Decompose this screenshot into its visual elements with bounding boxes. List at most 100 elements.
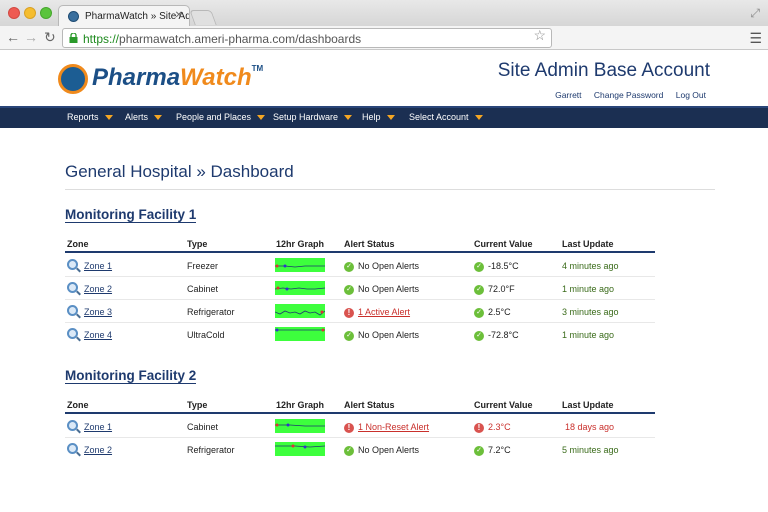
magnifier-icon[interactable] — [67, 259, 78, 270]
column-header-zone: Zone — [67, 239, 89, 249]
reload-icon[interactable]: ↻ — [44, 29, 56, 45]
fullscreen-icon[interactable]: ⤢ — [750, 6, 760, 20]
close-window-button[interactable] — [8, 7, 20, 19]
last-update: 5 minutes ago — [562, 445, 619, 455]
nav-help[interactable]: Help — [362, 112, 395, 122]
nav-select-account[interactable]: Select Account — [409, 112, 483, 122]
column-header-alert-status: Alert Status — [344, 239, 395, 249]
new-tab-button[interactable] — [189, 10, 217, 25]
caret-down-icon — [104, 115, 113, 121]
logo-wordmark: PharmaWatchTM — [92, 64, 264, 91]
zone-link[interactable]: Zone 1 — [84, 422, 113, 432]
column-header-current-value: Current Value — [474, 400, 533, 410]
zone-type: Refrigerator — [187, 445, 235, 455]
column-header-last-update: Last Update — [562, 239, 614, 249]
zone-link[interactable]: Zone 2 — [84, 284, 113, 294]
last-update: 1 minute ago — [562, 330, 615, 340]
alert-status: ✓ No Open Alerts — [344, 330, 419, 341]
logo-emblem-icon — [58, 64, 88, 94]
zone-link[interactable]: Zone 2 — [84, 445, 113, 455]
alert-icon: ! — [344, 422, 354, 433]
caret-down-icon — [386, 115, 395, 121]
current-value: ✓ 2.5°C — [474, 307, 511, 318]
alert-status: ✓ No Open Alerts — [344, 284, 419, 295]
column-header-graph: 12hr Graph — [276, 400, 325, 410]
column-header-alert-status: Alert Status — [344, 400, 395, 410]
alert-icon: ! — [474, 422, 484, 433]
magnifier-icon[interactable] — [67, 328, 78, 339]
caret-down-icon — [257, 115, 266, 121]
address-bar[interactable]: https://pharmawatch.ameri-pharma.com/das… — [62, 28, 552, 48]
last-update: 4 minutes ago — [562, 261, 619, 271]
check-circle-icon: ✓ — [474, 284, 484, 295]
zoom-window-button[interactable] — [40, 7, 52, 19]
log-out-link[interactable]: Log Out — [675, 90, 706, 100]
12hr-graph[interactable] — [275, 419, 325, 433]
globe-icon — [68, 11, 79, 22]
caret-down-icon — [344, 115, 353, 121]
account-links: Garrett Change Password Log Out — [545, 90, 706, 100]
column-header-type: Type — [187, 400, 208, 410]
row-divider — [65, 276, 655, 277]
hamburger-menu-icon[interactable]: ☰ — [749, 30, 762, 46]
zone-link[interactable]: Zone 3 — [84, 307, 113, 317]
alert-status: ! 1 Active Alert — [344, 307, 410, 318]
url-path: pharmawatch.ameri-pharma.com/dashboards — [119, 32, 362, 46]
caret-down-icon — [154, 115, 163, 121]
12hr-graph[interactable] — [275, 304, 325, 318]
magnifier-icon[interactable] — [67, 443, 78, 454]
minimize-window-button[interactable] — [24, 7, 36, 19]
check-circle-icon: ✓ — [474, 261, 484, 272]
check-circle-icon: ✓ — [474, 330, 484, 341]
last-update: 18 days ago — [565, 422, 615, 432]
12hr-graph[interactable] — [275, 327, 325, 341]
12hr-graph[interactable] — [275, 281, 325, 295]
current-value: ✓ 72.0°F — [474, 284, 515, 295]
forward-arrow-icon[interactable]: → — [24, 29, 38, 45]
12hr-graph[interactable] — [275, 442, 325, 456]
facility-title[interactable]: Monitoring Facility 1 — [65, 207, 197, 223]
zone-type: UltraCold — [187, 330, 225, 340]
alert-link[interactable]: 1 Non-Reset Alert — [358, 422, 430, 432]
column-header-graph: 12hr Graph — [276, 239, 325, 249]
nav-reports[interactable]: Reports — [67, 112, 113, 122]
nav-alerts[interactable]: Alerts — [125, 112, 163, 122]
browser-titlebar: PharmaWatch » Site Admin ✕ ⤢ — [0, 0, 768, 27]
check-circle-icon: ✓ — [344, 330, 354, 341]
close-icon[interactable]: ✕ — [174, 10, 183, 21]
back-arrow-icon[interactable]: ← — [6, 29, 20, 45]
zone-type: Cabinet — [187, 422, 219, 432]
browser-toolbar: ← → ↻ https://pharmawatch.ameri-pharma.c… — [0, 26, 768, 50]
alert-status: ✓ No Open Alerts — [344, 261, 419, 272]
divider — [65, 189, 715, 190]
zone-link[interactable]: Zone 4 — [84, 330, 113, 340]
check-circle-icon: ✓ — [344, 261, 354, 272]
site-header: PharmaWatchTM Site Admin Base Account Ga… — [0, 50, 768, 106]
column-header-type: Type — [187, 239, 208, 249]
nav-people-and-places[interactable]: People and Places — [176, 112, 266, 122]
tab-title: PharmaWatch » Site Admin — [85, 11, 190, 22]
facility-title[interactable]: Monitoring Facility 2 — [65, 368, 197, 384]
bookmark-star-icon[interactable]: ☆ — [533, 27, 546, 43]
12hr-graph[interactable] — [275, 258, 325, 272]
alert-status: ✓ No Open Alerts — [344, 445, 419, 456]
magnifier-icon[interactable] — [67, 420, 78, 431]
last-update: 3 minutes ago — [562, 307, 619, 317]
page-title: General Hospital » Dashboard — [65, 162, 294, 181]
zone-link[interactable]: Zone 1 — [84, 261, 113, 271]
column-header-last-update: Last Update — [562, 400, 614, 410]
current-value: ✓ -72.8°C — [474, 330, 519, 341]
user-name-link[interactable]: Garrett — [555, 90, 582, 100]
nav-setup-hardware[interactable]: Setup Hardware — [273, 112, 353, 122]
check-circle-icon: ✓ — [344, 445, 354, 456]
magnifier-icon[interactable] — [67, 282, 78, 293]
browser-tab[interactable]: PharmaWatch » Site Admin ✕ — [58, 5, 190, 27]
column-header-current-value: Current Value — [474, 239, 533, 249]
current-value: ✓ 7.2°C — [474, 445, 511, 456]
magnifier-icon[interactable] — [67, 305, 78, 316]
change-password-link[interactable]: Change Password — [593, 90, 664, 100]
alert-link[interactable]: 1 Active Alert — [358, 307, 411, 317]
last-update: 1 minute ago — [562, 284, 615, 294]
zone-type: Freezer — [187, 261, 219, 271]
alert-icon: ! — [344, 307, 354, 318]
